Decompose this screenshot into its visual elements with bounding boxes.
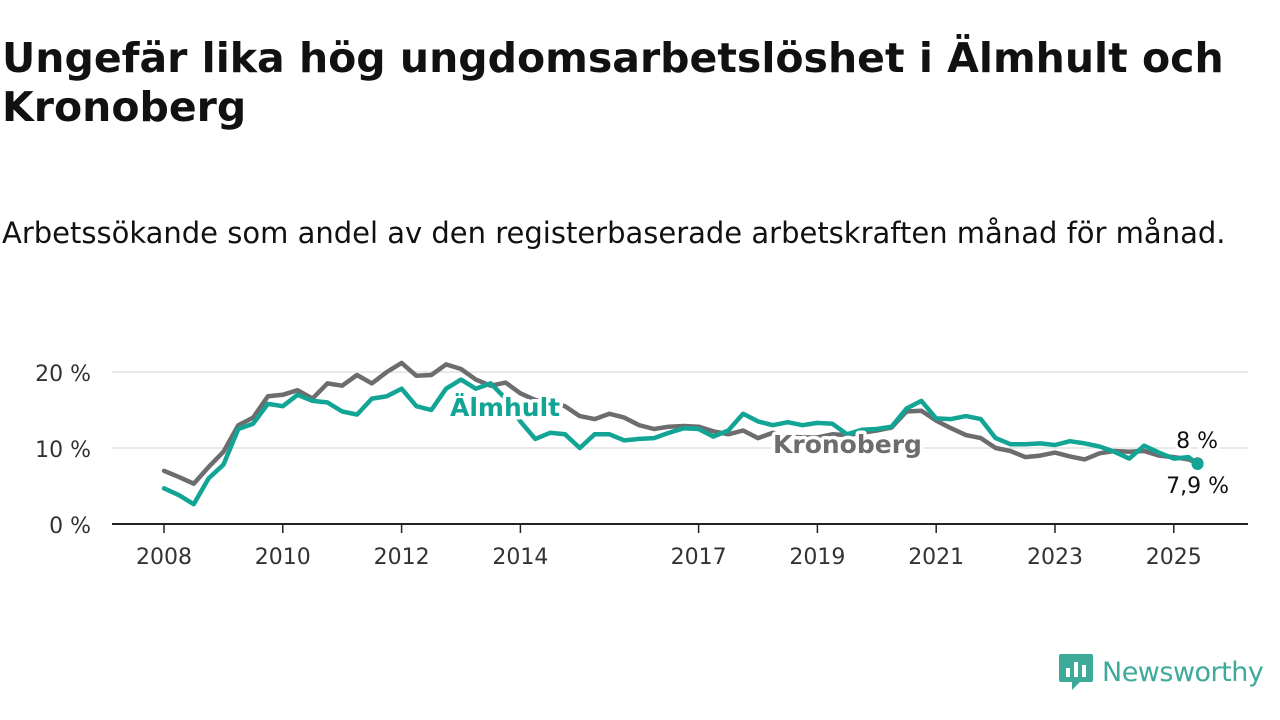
series-label-kronoberg: Kronoberg (773, 430, 922, 459)
x-tick-label: 2025 (1146, 545, 1202, 570)
x-tick-label: 2017 (671, 545, 727, 570)
x-tick-label: 2021 (908, 545, 964, 570)
x-tick-label: 2019 (789, 545, 845, 570)
end-label-almhult: 7,9 % (1166, 474, 1229, 499)
chart-title: Ungefär lika hög ungdomsarbetslöshet i Ä… (2, 34, 1224, 131)
x-tick-label: 2023 (1027, 545, 1083, 570)
y-tick-label: 0 % (49, 514, 91, 539)
series-layer (161, 360, 1204, 507)
line-chart: 0 % 10 % 20 % 2008 2010 2012 2014 2017 2019 2021… (35, 360, 1248, 570)
x-tick-label: 2008 (136, 545, 192, 570)
newsworthy-logo-icon (1059, 654, 1093, 690)
series-line-kronoberg (161, 360, 1200, 486)
series-label-almhult: Älmhult (450, 392, 560, 422)
annotation-layer: Älmhult Kronoberg 8 % 7,9 % (447, 389, 1233, 503)
x-tick-label: 2012 (374, 545, 430, 570)
series-line-almhult (161, 377, 1200, 507)
grid-lines (112, 371, 1248, 449)
x-tick-label: 2014 (492, 545, 548, 570)
y-tick-label: 10 % (35, 438, 91, 463)
y-tick-label: 20 % (35, 362, 91, 387)
brand-name: Newsworthy (1102, 656, 1264, 688)
newsworthy-logo: Newsworthy (1058, 652, 1264, 692)
y-axis: 0 % 10 % 20 % (35, 362, 91, 539)
chart-subtitle: Arbetssökande som andel av den registerb… (2, 216, 1226, 250)
end-point-almhult (1191, 457, 1204, 470)
x-tick-label: 2010 (255, 545, 311, 570)
end-label-kronoberg: 8 % (1176, 429, 1218, 454)
x-axis: 2008 2010 2012 2014 2017 2019 2021 2023 2025 (112, 523, 1248, 570)
